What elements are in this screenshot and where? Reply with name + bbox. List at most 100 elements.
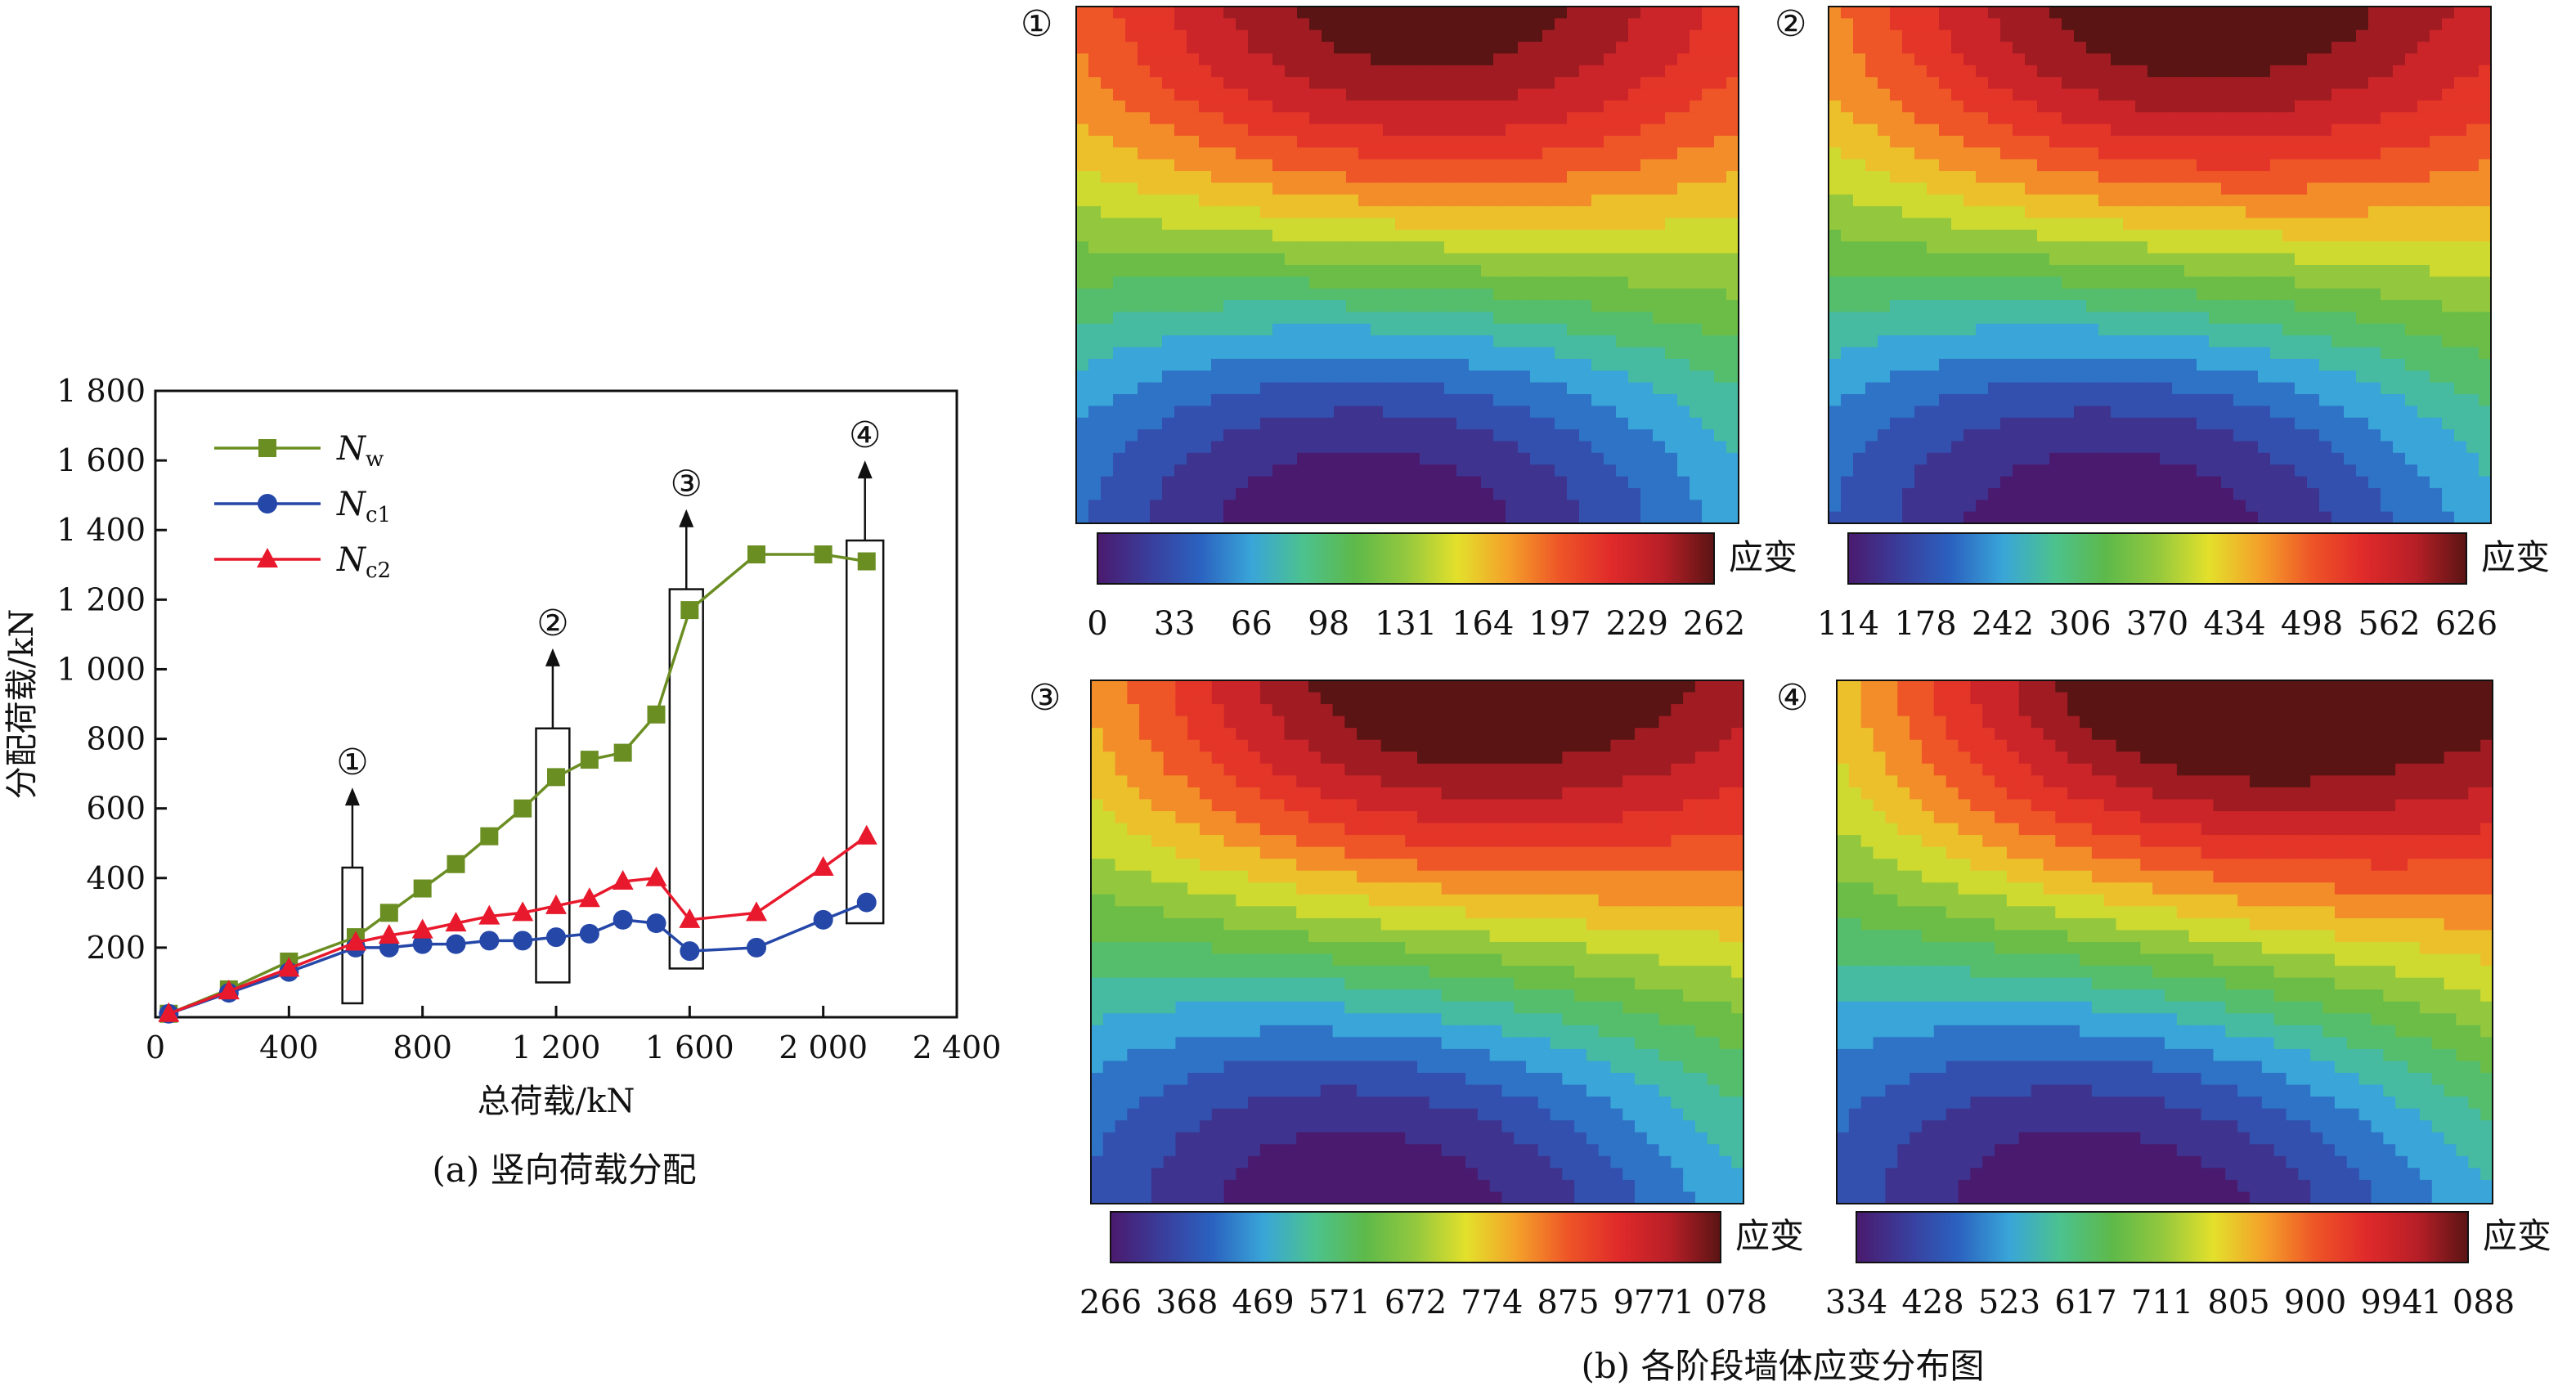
colorbar-tick: 114: [1817, 605, 1879, 643]
colorbar-tick: 875: [1537, 1284, 1599, 1321]
colorbar-tick: 571: [1308, 1284, 1371, 1321]
x-tick-label: 0: [146, 1029, 165, 1065]
series-Nw: [159, 545, 875, 1023]
series-Nc2: [158, 825, 877, 1022]
colorbar-tick: 711: [2131, 1284, 2193, 1321]
legend-label: Nc1: [336, 486, 391, 527]
data-point: [648, 706, 666, 724]
stage-number: ④: [849, 415, 881, 456]
colorbar-tick: 774: [1461, 1284, 1523, 1321]
colorbar-label: 应变: [2481, 537, 2550, 577]
arrow-head: [858, 460, 873, 478]
colorbar-tick: 428: [1901, 1284, 1963, 1321]
series-line: [168, 837, 866, 1014]
stage-box: [846, 541, 883, 923]
y-tick-label: 1 200: [56, 581, 146, 617]
colorbar-label: 应变: [1735, 1216, 1804, 1256]
legend-label: Nw: [336, 430, 384, 472]
colorbar-tick: 672: [1384, 1284, 1447, 1321]
data-point: [513, 931, 532, 950]
legend-label: Nc2: [336, 541, 391, 583]
y-tick-label: 800: [86, 721, 146, 757]
y-tick-label: 1 400: [56, 512, 146, 548]
data-point: [747, 545, 765, 563]
stage-number: ③: [671, 464, 702, 505]
stage-number: ①: [336, 742, 368, 783]
data-point: [647, 913, 666, 933]
data-point: [579, 887, 600, 907]
colorbar-label: 应变: [2483, 1216, 2551, 1256]
y-tick-label: 1 600: [56, 442, 146, 478]
y-axis-label: 分配荷载/kN: [3, 609, 41, 800]
colorbar-tick: 805: [2207, 1284, 2269, 1321]
stage-number: ②: [536, 603, 568, 644]
data-point: [613, 910, 633, 930]
colorbar-tick: 306: [2049, 605, 2111, 643]
plot-number: ③: [1029, 677, 1061, 719]
colorbar-tick: 229: [1606, 605, 1668, 643]
colorbar: [1848, 533, 2466, 584]
colorbar-tick: 1 088: [2421, 1284, 2515, 1321]
stage-annotations: ① ② ③ ④: [336, 415, 883, 1003]
x-tick-label: 400: [259, 1029, 319, 1065]
colorbar-tick: 900: [2284, 1284, 2346, 1321]
legend-marker: [258, 439, 276, 457]
plot-frame: [155, 391, 957, 1017]
data-point: [746, 901, 767, 921]
x-tick-label: 800: [393, 1029, 452, 1065]
data-point: [747, 938, 766, 958]
legend-marker: [257, 548, 278, 567]
colorbar-tick: 164: [1452, 605, 1514, 643]
strain-field: [1076, 7, 1739, 524]
x-tick-label: 1 600: [645, 1029, 734, 1065]
data-point: [380, 904, 398, 922]
data-point: [547, 768, 565, 786]
data-point: [857, 893, 877, 913]
y-tick-label: 600: [86, 791, 146, 827]
colorbar-tick: 131: [1375, 605, 1437, 643]
data-point: [447, 855, 465, 873]
data-point: [581, 751, 599, 769]
colorbar-tick: 523: [1978, 1284, 2040, 1321]
plot-number: ①: [1021, 3, 1052, 45]
colorbar-tick: 262: [1683, 605, 1745, 643]
colorbar-tick: 66: [1231, 605, 1272, 643]
arrow-head: [679, 509, 693, 527]
colorbar-tick: 33: [1154, 605, 1196, 643]
x-axis-label: 总荷载/kN: [478, 1083, 635, 1120]
data-point: [815, 545, 832, 563]
y-tick-label: 400: [86, 860, 146, 896]
colorbar-tick: 197: [1528, 605, 1591, 643]
data-point: [580, 924, 599, 944]
data-point: [479, 931, 499, 950]
arrow-head: [345, 787, 360, 805]
series-layer: [158, 545, 877, 1024]
panel-a-caption: (a) 竖向荷载分配: [432, 1150, 696, 1190]
colorbar-tick: 334: [1825, 1284, 1887, 1321]
colorbar-tick: 469: [1232, 1284, 1294, 1321]
data-point: [514, 800, 532, 818]
data-point: [814, 910, 833, 930]
data-point: [858, 553, 876, 571]
colorbar-tick: 368: [1156, 1284, 1218, 1321]
colorbar-tick: 626: [2435, 605, 2497, 643]
legend-marker: [258, 494, 277, 514]
colorbar-label: 应变: [1729, 537, 1797, 577]
strain-field: [1829, 7, 2492, 524]
data-point: [646, 867, 667, 886]
data-point: [680, 941, 699, 961]
colorbar-tick: 434: [2203, 605, 2265, 643]
colorbar-tick: 977: [1613, 1284, 1676, 1321]
data-point: [614, 744, 632, 762]
colorbar-tick: 498: [2281, 605, 2343, 643]
data-point: [480, 828, 498, 846]
colorbar-tick: 370: [2126, 605, 2188, 643]
x-tick-label: 2 400: [913, 1029, 1002, 1065]
data-point: [546, 927, 566, 947]
arrow-head: [545, 648, 560, 666]
